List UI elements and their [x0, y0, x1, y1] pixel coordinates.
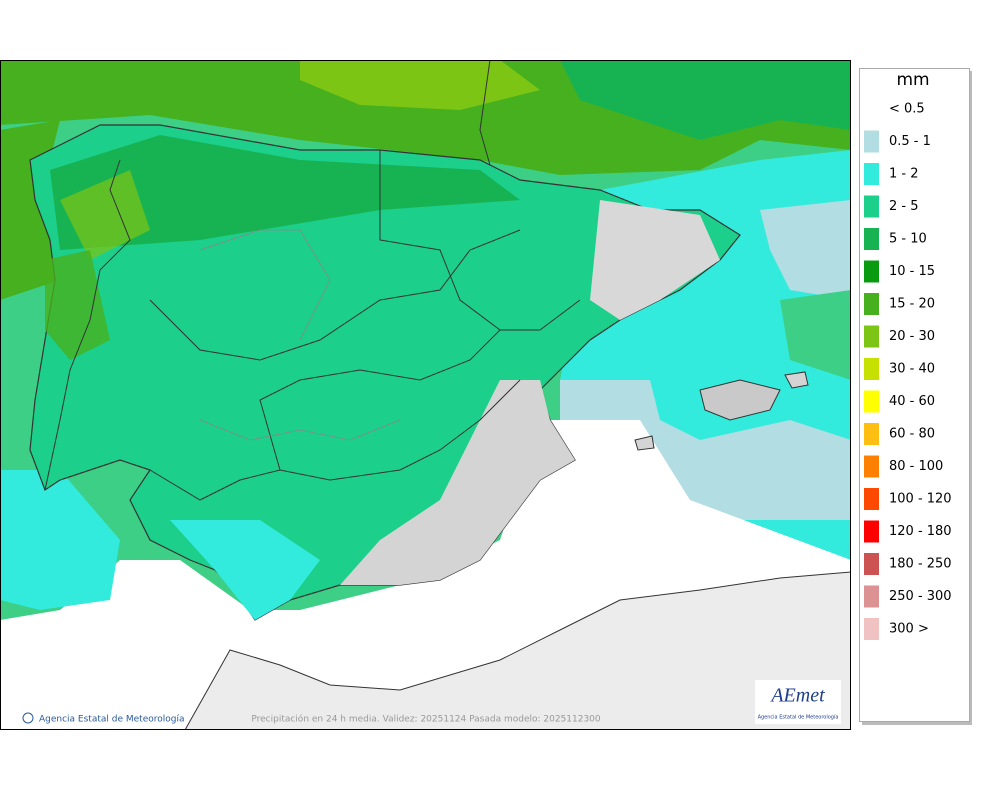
- legend-label: < 0.5: [889, 102, 925, 117]
- legend-label: 5 - 10: [889, 232, 927, 247]
- legend-label: 2 - 5: [889, 199, 919, 214]
- island: [634, 435, 655, 451]
- precip-area: [760, 200, 851, 300]
- precip-area: [60, 170, 150, 260]
- copyright-icon: [22, 712, 34, 724]
- legend-label: 15 - 20: [889, 297, 935, 312]
- legend-label: 1 - 2: [889, 167, 919, 182]
- legend-label: 10 - 15: [889, 264, 935, 279]
- legend-swatch: [864, 228, 879, 250]
- border: [199, 419, 401, 441]
- legend-label: 0.5 - 1: [889, 134, 931, 149]
- legend-swatch: [864, 325, 879, 348]
- legend-label: 60 - 80: [889, 427, 935, 442]
- legend-swatch: [864, 585, 879, 608]
- credit-text: Agencia Estatal de Meteorología: [39, 715, 185, 725]
- legend-swatch: [864, 293, 879, 315]
- precip-area: [50, 135, 520, 250]
- map-frame: [0, 60, 851, 730]
- border: [379, 150, 501, 331]
- precip-area: [780, 290, 851, 380]
- legend-swatch: [864, 455, 879, 478]
- map: [1, 60, 851, 730]
- legend-swatch: [864, 618, 879, 640]
- logo-subtitle: Agencia Estatal de Meteorología: [758, 714, 839, 721]
- legend-title: mm: [896, 70, 929, 90]
- legend-label: 180 - 250: [889, 557, 952, 572]
- legend-label: 20 - 30: [889, 329, 935, 344]
- border: [44, 159, 131, 491]
- africa: [184, 571, 851, 730]
- island: [699, 379, 781, 421]
- legend-swatch: [864, 358, 879, 380]
- legend-label: 250 - 300: [889, 589, 952, 604]
- legend-label: 300 >: [889, 622, 929, 637]
- legend-swatch: [864, 488, 879, 510]
- legend-swatch: [864, 195, 879, 218]
- caption: Precipitación en 24 h media. Validez: 20…: [251, 714, 601, 725]
- precip-area: [170, 520, 320, 620]
- legend-swatch: [864, 553, 879, 575]
- legend-swatch: [864, 260, 879, 283]
- legend-label: 100 - 120: [889, 492, 952, 507]
- legend-label: 80 - 100: [889, 459, 943, 474]
- logo: AEmet Agencia Estatal de Meteorología: [755, 680, 841, 724]
- legend-swatch: [864, 130, 879, 153]
- precip-area: [45, 250, 110, 360]
- dry-land: [590, 200, 720, 320]
- precip-area: [1, 470, 120, 610]
- credit: Agencia Estatal de Meteorología: [22, 712, 185, 725]
- border: [199, 229, 331, 341]
- dry-land: [340, 380, 575, 585]
- border: [259, 299, 581, 471]
- precip-area: [300, 60, 540, 110]
- legend-swatch: [864, 390, 879, 413]
- border: [149, 379, 521, 501]
- legend-swatch: [864, 163, 879, 185]
- legend-label: 30 - 40: [889, 362, 935, 377]
- border: [479, 60, 491, 166]
- island: [784, 371, 809, 389]
- legend-swatch: [864, 520, 879, 543]
- logo-name: AEmet: [769, 685, 825, 707]
- border: [149, 229, 521, 361]
- legend-swatch: [864, 423, 879, 445]
- legend-label: 120 - 180: [889, 524, 952, 539]
- precip-area: [560, 60, 851, 140]
- logo-box: [755, 680, 841, 724]
- legend-label: 40 - 60: [889, 394, 935, 409]
- legend: < 0.5 0.5 - 1 1 - 2 2 - 5 5 - 10 10 - 15 15 - …: [864, 102, 952, 640]
